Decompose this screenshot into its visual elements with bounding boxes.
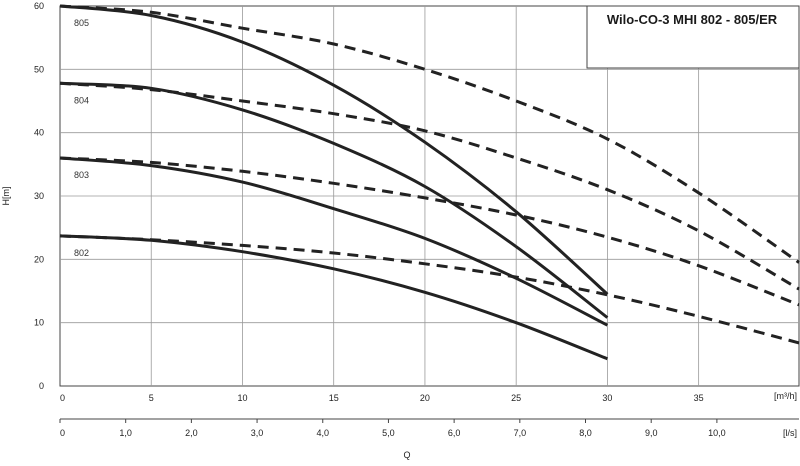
x-tick-label-m3h: 5 <box>149 393 154 403</box>
y-axis-title: H[m] <box>1 187 11 206</box>
x-unit-m3h: [m³/h] <box>774 391 797 401</box>
dashed-curve <box>59 81 800 291</box>
x-tick-label-m3h: 10 <box>237 393 247 403</box>
x-tick-label-ls: 6,0 <box>448 428 461 438</box>
x-tick-label-m3h: 30 <box>602 393 612 403</box>
x-tick-label-m3h: 20 <box>420 393 430 403</box>
dashed-curve <box>59 156 800 307</box>
curve-label-803: 803 <box>74 170 89 180</box>
curve-label-805: 805 <box>74 18 89 28</box>
curve-layer <box>59 4 800 361</box>
x-tick-label-m3h: 15 <box>329 393 339 403</box>
x-axis-title: Q <box>403 450 410 460</box>
y-tick-label: 30 <box>34 191 44 201</box>
x-tick-label-m3h: 0 <box>60 393 65 403</box>
dashed-curve <box>59 234 800 345</box>
x-tick-label-ls: 10,0 <box>708 428 726 438</box>
x-tick-label-ls: 2,0 <box>185 428 198 438</box>
title-box: Wilo-CO-3 MHI 802 - 805/ER <box>586 5 800 69</box>
curve-label-804: 804 <box>74 95 89 105</box>
title-frame <box>586 5 800 69</box>
x-tick-label-ls: 5,0 <box>382 428 395 438</box>
chart-title: Wilo-CO-3 MHI 802 - 805/ER <box>607 12 778 27</box>
x-tick-label-m3h: 25 <box>511 393 521 403</box>
pump-curve-805 <box>59 4 609 296</box>
x-tick-label-ls: 8,0 <box>579 428 592 438</box>
curve-label-802: 802 <box>74 248 89 258</box>
x-tick-label-ls: 9,0 <box>645 428 658 438</box>
y-tick-label: 10 <box>34 318 44 328</box>
y-tick-label: 20 <box>34 254 44 264</box>
y-tick-label: 60 <box>34 1 44 11</box>
x-tick-label-ls: 1,0 <box>119 428 132 438</box>
y-tick-label: 50 <box>34 64 44 74</box>
dashed-curve <box>59 4 800 264</box>
axis-layer <box>59 418 799 423</box>
x-tick-label-ls: 7,0 <box>514 428 527 438</box>
y-tick-label: 40 <box>34 128 44 138</box>
x-unit-ls: [l/s] <box>783 428 797 438</box>
x-tick-label-m3h: 35 <box>694 393 704 403</box>
y-tick-label: 0 <box>39 381 44 391</box>
x-tick-label-ls: 4,0 <box>316 428 329 438</box>
x-tick-label-ls: 0 <box>60 428 65 438</box>
x-tick-label-ls: 3,0 <box>251 428 264 438</box>
